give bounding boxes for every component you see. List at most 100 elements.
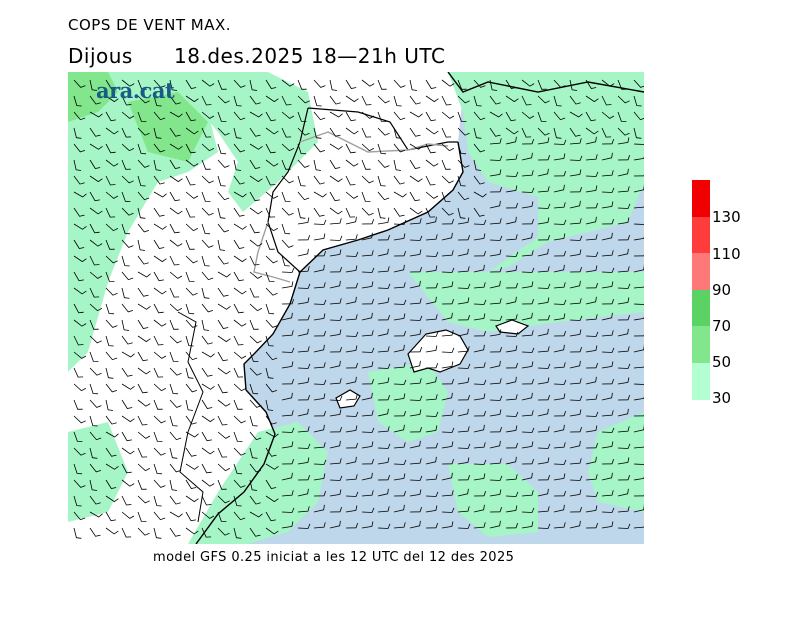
wind-barb [601,392,613,401]
wind-barb [217,399,231,407]
wind-barb [89,191,100,202]
wind-barb [169,303,183,312]
wind-barb [89,511,103,518]
wind-barb [489,329,502,337]
wind-barb [441,159,451,170]
legend-swatch-130 [692,180,710,217]
wind-barb [137,207,146,219]
wind-barb [169,495,181,505]
wind-barb [89,463,102,473]
color-legend [692,180,710,400]
wind-barb [377,474,391,481]
wind-barb [585,345,598,353]
wind-barb [121,527,132,538]
wind-barb [425,296,437,305]
wind-barb [393,459,407,465]
wind-barb [169,159,181,169]
wind-barb [473,264,485,273]
map-canvas [68,72,644,544]
wind-barb [121,127,132,138]
wind-barb [297,207,306,219]
wind-barb [473,299,487,305]
gust-zone-30 [68,422,128,522]
wind-barb [489,409,502,417]
wind-barb [121,239,134,248]
wind-barb [345,296,357,305]
wind-barb [137,175,146,187]
wind-barb [105,351,118,361]
wind-barb [137,111,147,122]
wind-barb [457,175,466,187]
map-subtitle: Dijous 18.des.2025 18—21h UTC [68,44,445,68]
wind-barb [489,200,501,209]
wind-barb [441,218,455,225]
wind-barb [345,282,359,289]
wind-barb [233,479,246,488]
wind-barb [345,425,358,433]
wind-barb [553,233,566,241]
wind-barb [329,207,343,215]
wind-barb [569,155,583,161]
wind-barb [409,395,423,401]
wind-barb [249,479,258,491]
wind-barb [89,111,103,118]
wind-barb [585,216,597,225]
wind-barb [585,234,598,241]
wind-barb [473,424,485,433]
wind-barb [201,351,215,358]
wind-barb [489,315,503,321]
wind-barb [121,319,130,331]
wind-barb [89,479,98,491]
wind-barb [585,456,597,465]
wind-barb [409,378,422,385]
wind-barb [105,479,117,489]
wind-barb [265,111,276,122]
wind-barb [441,330,454,337]
wind-barb [409,280,421,289]
wind-barb [393,410,407,417]
wind-barb [297,127,310,136]
wind-barb [153,495,162,507]
wind-barb [537,234,551,241]
wind-barb [329,440,341,449]
wind-barb [73,271,84,282]
wind-barb [473,111,486,121]
wind-barb [153,287,167,295]
wind-barb [89,287,100,298]
wind-barb [329,175,343,183]
wind-barb [617,95,630,104]
wind-barb [153,511,166,521]
wind-barb [569,409,582,417]
wind-barb [377,207,386,219]
wind-barb [441,79,455,87]
wind-barb [169,415,178,427]
wind-barb [121,287,130,299]
wind-barb [169,511,183,518]
wind-barb [201,255,210,267]
wind-barb [137,143,147,155]
wind-barb [393,282,406,289]
wind-barb [297,426,310,433]
wind-barb [393,393,406,401]
wind-barb [121,191,131,202]
wind-barb [249,239,263,247]
wind-barb [377,408,389,417]
wind-barb [441,250,454,257]
wind-barb [633,223,644,225]
wind-barb [537,346,550,353]
wind-barb [89,383,99,395]
wind-barb [89,351,99,362]
wind-barb [233,255,247,263]
wind-barb [201,367,213,377]
wind-barb [185,191,199,199]
wind-barb [297,159,310,168]
wind-barb [569,378,582,385]
wind-barb [441,95,452,106]
wind-barb [249,175,263,183]
wind-barb [345,159,359,167]
wind-barb [361,79,375,87]
wind-barb [89,303,103,312]
wind-barb [313,127,322,139]
wind-barb [217,143,227,155]
wind-barb [105,95,119,103]
